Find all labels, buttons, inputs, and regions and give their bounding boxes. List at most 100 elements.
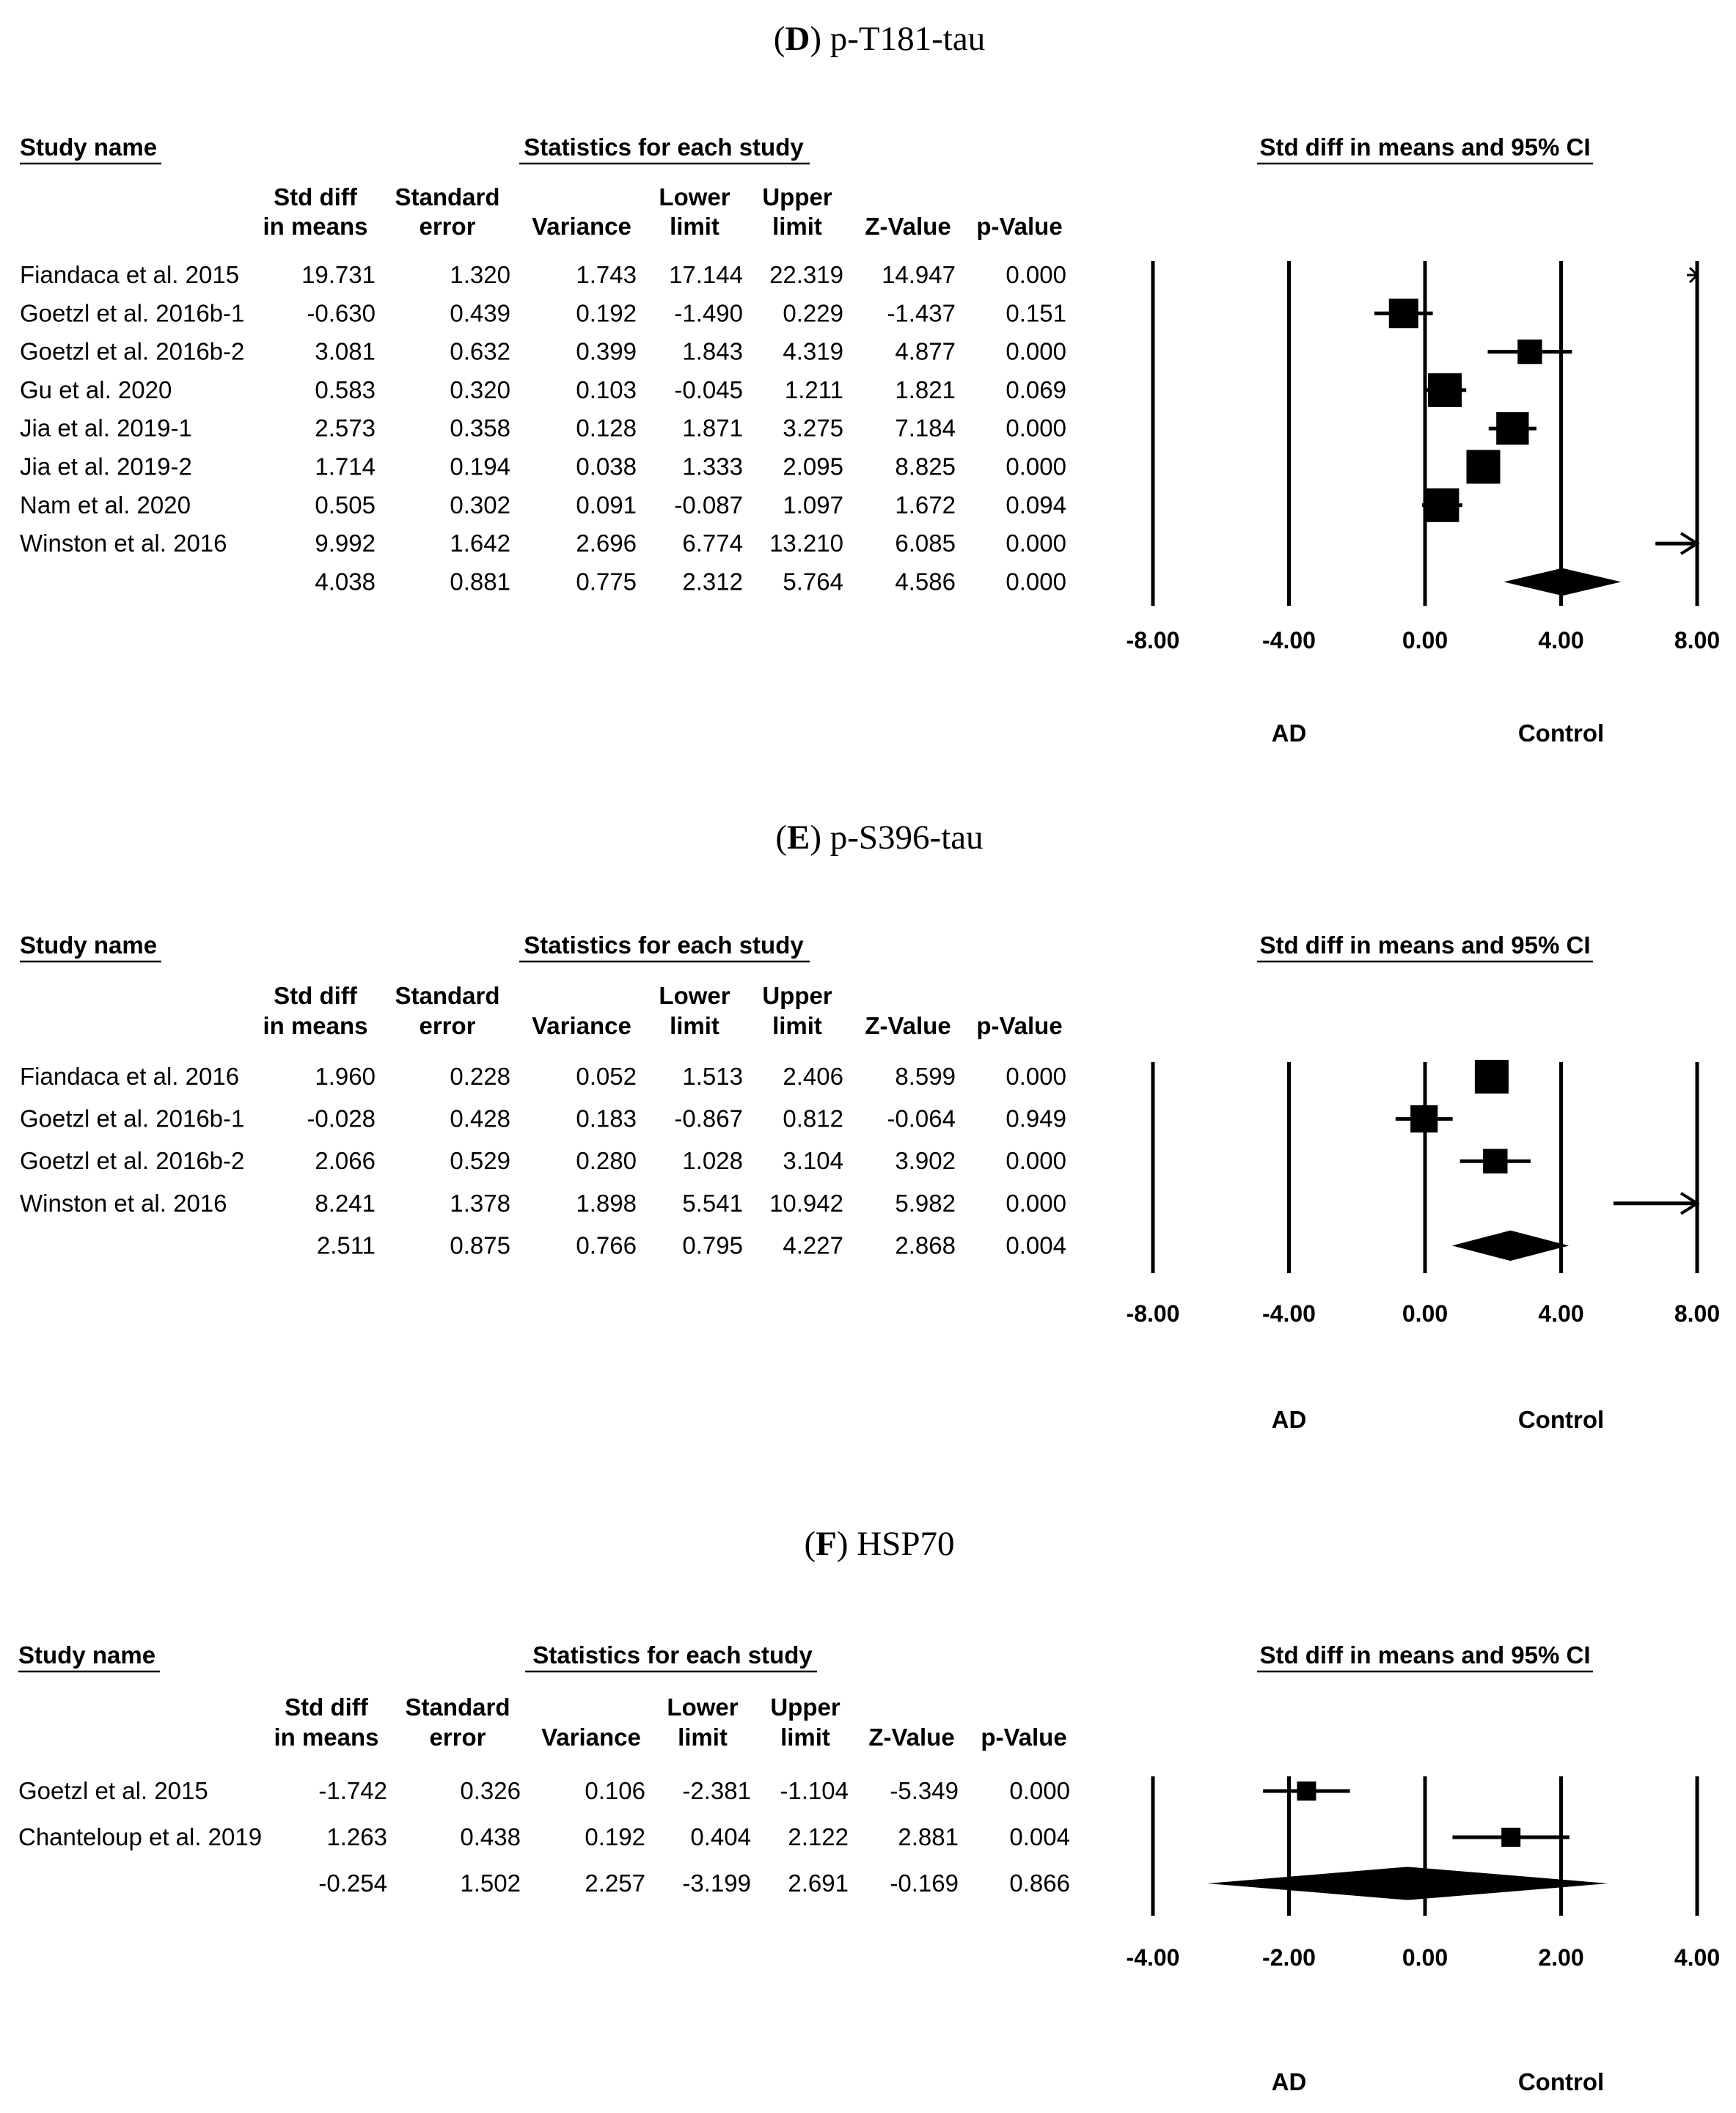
p-value-header: p-Value <box>981 1724 1066 1751</box>
upper-limit-value: 13.210 <box>769 530 843 557</box>
std-diff-value: 2.573 <box>315 414 376 442</box>
std-error-value: 0.881 <box>450 568 510 595</box>
study-name: Goetzl et al. 2016b-1 <box>20 1105 244 1132</box>
lower-limit-value: 0.404 <box>690 1823 751 1850</box>
point-estimate-square <box>1483 1149 1508 1173</box>
lower-limit-value: -3.199 <box>682 1870 751 1897</box>
std-diff-value: 2.066 <box>315 1147 376 1174</box>
std-diff-header-line1: Std diff <box>274 183 358 210</box>
x-tick-label: -4.00 <box>1262 1300 1316 1327</box>
std-error-value: 0.529 <box>450 1147 510 1174</box>
variance-value: 0.399 <box>576 338 637 365</box>
summary-diamond <box>1207 1867 1608 1900</box>
p-value: 0.151 <box>1006 299 1066 326</box>
statistics-header: Statistics for each study <box>532 1641 813 1669</box>
x-tick-label: 4.00 <box>1674 1944 1720 1971</box>
favours-control-label: Control <box>1518 1406 1604 1433</box>
variance-value: 0.128 <box>576 414 637 442</box>
study-row: Jia et al. 2019-1 2.573 0.358 0.128 1.871 3.2… <box>20 412 1537 445</box>
study-name: Goetzl et al. 2015 <box>18 1777 208 1804</box>
study-name-header: Study name <box>20 133 157 161</box>
z-value: -0.169 <box>890 1870 959 1897</box>
x-tick-label: -4.00 <box>1262 627 1316 653</box>
p-value: 0.000 <box>1006 1147 1066 1174</box>
statistics-header: Statistics for each study <box>524 133 804 161</box>
study-name: Jia et al. 2019-2 <box>20 453 192 480</box>
lower-limit-value: 1.843 <box>682 338 743 365</box>
study-name: Nam et al. 2020 <box>20 491 191 519</box>
z-value: 8.599 <box>895 1063 956 1090</box>
std-diff-header-line1: Std diff <box>285 1693 369 1721</box>
lower-limit-header-line2: limit <box>678 1724 728 1751</box>
upper-limit-value: -1.104 <box>780 1777 849 1804</box>
panel-title: (D) p-T181-tau <box>774 20 985 58</box>
variance-value: 1.898 <box>576 1190 637 1217</box>
std-error-value: 0.438 <box>460 1823 521 1850</box>
z-value: 3.902 <box>895 1147 956 1174</box>
x-tick-label: -4.00 <box>1127 1944 1180 1971</box>
favours-control-label: Control <box>1518 719 1604 747</box>
point-estimate-square <box>1496 412 1529 445</box>
upper-limit-header-line2: limit <box>772 1012 822 1039</box>
std-error-header-line2: error <box>429 1724 486 1751</box>
std-diff-header-line2: in means <box>263 213 367 240</box>
p-value: 0.000 <box>1006 530 1066 557</box>
z-value: -1.437 <box>887 299 956 326</box>
point-estimate-square <box>1297 1781 1316 1801</box>
upper-limit-value: 5.764 <box>783 568 843 595</box>
favours-ad-label: AD <box>1272 719 1307 747</box>
x-tick-label: 8.00 <box>1674 1300 1720 1327</box>
upper-limit-value: 3.275 <box>783 414 843 442</box>
upper-limit-value: 10.942 <box>769 1190 843 1217</box>
upper-limit-value: 0.812 <box>783 1105 843 1132</box>
lower-limit-value: -2.381 <box>682 1777 751 1804</box>
x-tick-label: -2.00 <box>1262 1944 1316 1971</box>
point-estimate-square <box>1425 488 1460 522</box>
study-row: Gu et al. 2020 0.583 0.320 0.103 -0.045 1.211… <box>20 373 1467 407</box>
std-error-value: 0.194 <box>450 453 510 480</box>
study-name: Fiandaca et al. 2016 <box>20 1063 239 1090</box>
p-value: 0.000 <box>1006 338 1066 365</box>
panel-letter: D <box>785 20 810 58</box>
x-tick-label: 8.00 <box>1674 627 1720 653</box>
std-error-value: 1.378 <box>450 1190 510 1217</box>
summary-row: 4.038 0.881 0.775 2.312 5.764 4.586 0.000 <box>315 568 1622 596</box>
summary-diamond <box>1451 1230 1570 1261</box>
std-diff-header-line1: Std diff <box>274 982 358 1009</box>
favours-control-label: Control <box>1518 2068 1604 2095</box>
upper-limit-header-line1: Upper <box>770 1693 840 1721</box>
variance-value: 0.052 <box>576 1063 637 1090</box>
summary-row: 2.511 0.875 0.766 0.795 4.227 2.868 0.004 <box>317 1230 1570 1261</box>
p-value: 0.000 <box>1006 414 1066 442</box>
std-error-value: 0.632 <box>450 338 510 365</box>
variance-value: 0.091 <box>576 491 637 519</box>
std-diff-value: 3.081 <box>315 338 376 365</box>
std-error-value: 1.642 <box>450 530 510 557</box>
study-row: Chanteloup et al. 2019 1.263 0.438 0.192 0.4… <box>18 1823 1570 1850</box>
study-row: Nam et al. 2020 0.505 0.302 0.091 -0.087 1.09… <box>20 488 1462 522</box>
point-estimate-square <box>1517 339 1542 365</box>
std-diff-value: 9.992 <box>315 530 376 557</box>
variance-header: Variance <box>532 1012 631 1039</box>
study-name: Winston et al. 2016 <box>20 530 227 557</box>
variance-value: 0.192 <box>585 1823 645 1850</box>
std-error-value: 0.326 <box>460 1777 521 1804</box>
z-value-header: Z-Value <box>868 1724 954 1751</box>
z-value-header: Z-Value <box>865 213 951 240</box>
forest-panel-f: (F) HSP70 Study name Statistics for each s… <box>18 1525 1720 2095</box>
lower-limit-value: -0.045 <box>674 376 743 403</box>
upper-limit-value: 0.229 <box>783 299 843 326</box>
study-name: Goetzl et al. 2016b-2 <box>20 338 244 365</box>
lower-limit-value: 5.541 <box>682 1190 743 1217</box>
std-error-header-line2: error <box>419 213 475 240</box>
std-diff-value: 4.038 <box>315 568 376 595</box>
z-value: 2.881 <box>898 1823 959 1850</box>
std-error-header-line1: Standard <box>405 1693 510 1721</box>
study-row: Goetzl et al. 2015 -1.742 0.326 0.106 -2.381… <box>18 1777 1350 1804</box>
point-estimate-square <box>1428 373 1462 407</box>
study-name: Gu et al. 2020 <box>20 376 172 403</box>
favours-ad-label: AD <box>1272 1406 1307 1433</box>
std-diff-value: 1.263 <box>326 1823 387 1850</box>
p-value: 0.000 <box>1006 261 1066 288</box>
std-diff-value: 0.583 <box>315 376 376 403</box>
